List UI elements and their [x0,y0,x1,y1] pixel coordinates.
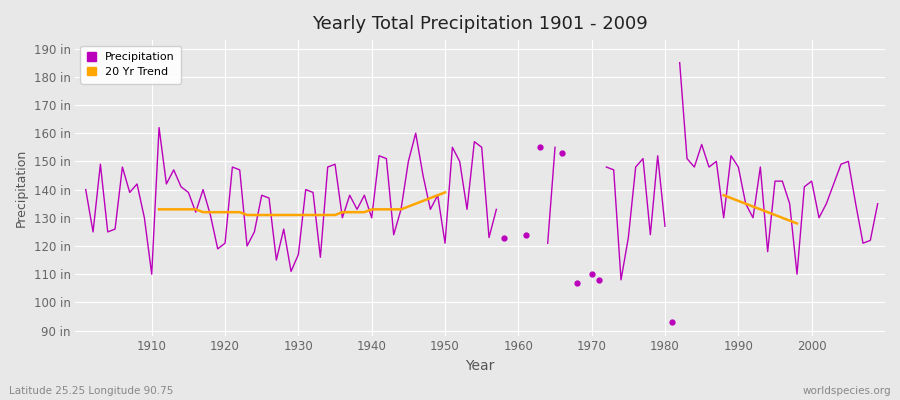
Legend: Precipitation, 20 Yr Trend: Precipitation, 20 Yr Trend [80,46,181,84]
X-axis label: Year: Year [465,359,494,373]
Y-axis label: Precipitation: Precipitation [15,149,28,227]
Text: worldspecies.org: worldspecies.org [803,386,891,396]
Title: Yearly Total Precipitation 1901 - 2009: Yearly Total Precipitation 1901 - 2009 [312,15,648,33]
Text: Latitude 25.25 Longitude 90.75: Latitude 25.25 Longitude 90.75 [9,386,174,396]
